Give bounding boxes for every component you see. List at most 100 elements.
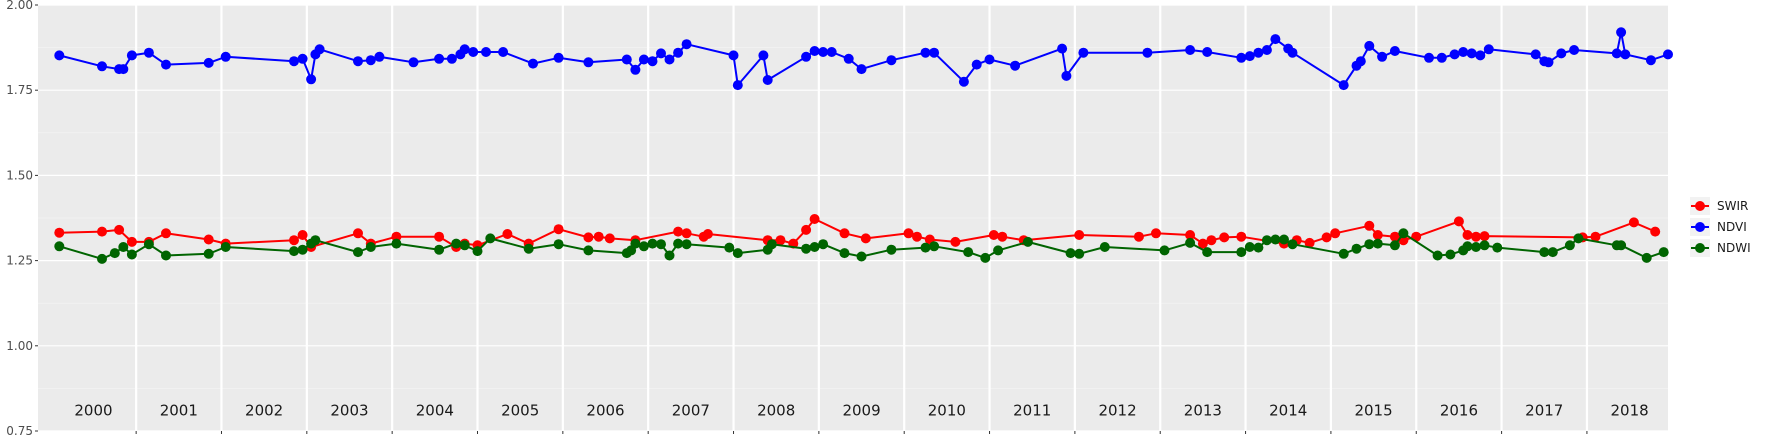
data-point [1372,238,1383,249]
data-point [583,57,594,68]
data-point [1539,247,1550,258]
data-point [1449,49,1460,60]
data-point [1244,242,1255,252]
data-point [673,226,684,237]
data-point [950,236,961,247]
data-point [1475,50,1486,61]
data-point [1206,235,1217,246]
year-label: 2015 [1354,402,1392,420]
data-point [365,55,376,66]
data-point [1389,231,1400,242]
data-point [374,51,385,62]
data-point [1543,57,1554,68]
data-point [1355,56,1366,67]
data-point [1253,242,1264,253]
data-point [297,244,308,255]
data-point [593,231,604,242]
series-ndwi [54,228,1669,264]
data-point [988,230,999,240]
data-point [1483,44,1494,55]
data-point [353,56,363,67]
data-point [762,75,773,85]
data-point [1569,45,1580,55]
data-point [109,248,120,259]
data-point [1061,70,1072,81]
data-point [1057,43,1068,54]
data-point [1471,242,1481,252]
data-point [647,56,658,67]
data-point [1270,234,1281,245]
data-point [1645,55,1656,66]
data-point [97,226,107,237]
data-point [1556,48,1567,59]
data-point [203,248,214,259]
year-label: 2003 [330,402,368,420]
data-point [1364,40,1375,51]
data-point [583,245,594,256]
data-point [856,251,867,262]
data-point [647,238,658,249]
data-point [203,57,214,68]
year-label: 2017 [1525,402,1563,420]
data-point [1573,233,1584,244]
data-point [656,48,666,59]
data-point [681,39,692,50]
data-point [118,242,129,252]
data-point [297,230,308,240]
data-point [1564,240,1575,251]
data-point [523,243,534,254]
data-point [1202,47,1213,57]
data-point [1364,239,1375,250]
data-point [1458,47,1469,57]
data-point [54,50,65,61]
y-tick-label: 0.75 [6,424,33,438]
data-point [1133,231,1144,242]
data-point [1261,235,1272,246]
data-point [314,44,325,55]
data-point [1620,49,1631,60]
data-point [775,235,786,246]
series-layer [54,27,1673,264]
data-point [1372,230,1383,240]
y-tick-label: 2.00 [6,0,33,12]
year-label: 2000 [74,402,112,420]
data-point [1462,241,1473,252]
data-point [1236,247,1247,258]
data-point [143,239,154,250]
series-ndvi [54,27,1673,91]
data-point [459,44,470,55]
data-point [732,248,743,259]
data-point [826,47,837,57]
legend-item: NDVI [1690,218,1747,236]
data-point [681,228,692,239]
data-point [630,64,641,75]
data-point [839,228,850,239]
data-point [801,51,812,62]
year-label: 2005 [501,402,539,420]
data-point [306,74,317,85]
data-point [1389,46,1400,56]
data-point [1279,234,1289,245]
data-point [161,250,171,261]
data-point [984,54,995,65]
data-point [1479,240,1490,251]
data-point [126,236,137,247]
data-point [993,245,1004,256]
year-label: 2004 [416,402,454,420]
data-point [664,250,675,261]
legend-item: NDWI [1690,239,1751,257]
data-point [801,224,812,235]
data-point [1479,231,1490,242]
year-label: 2016 [1440,402,1478,420]
data-point [1185,45,1196,55]
year-label: 2001 [160,402,198,420]
legend-key-point [1695,222,1705,232]
data-point [1351,243,1362,254]
data-point [1658,247,1669,258]
data-point [1142,47,1153,58]
data-point [728,50,739,61]
data-point [758,50,769,61]
data-point [310,235,321,246]
data-point [143,47,154,58]
